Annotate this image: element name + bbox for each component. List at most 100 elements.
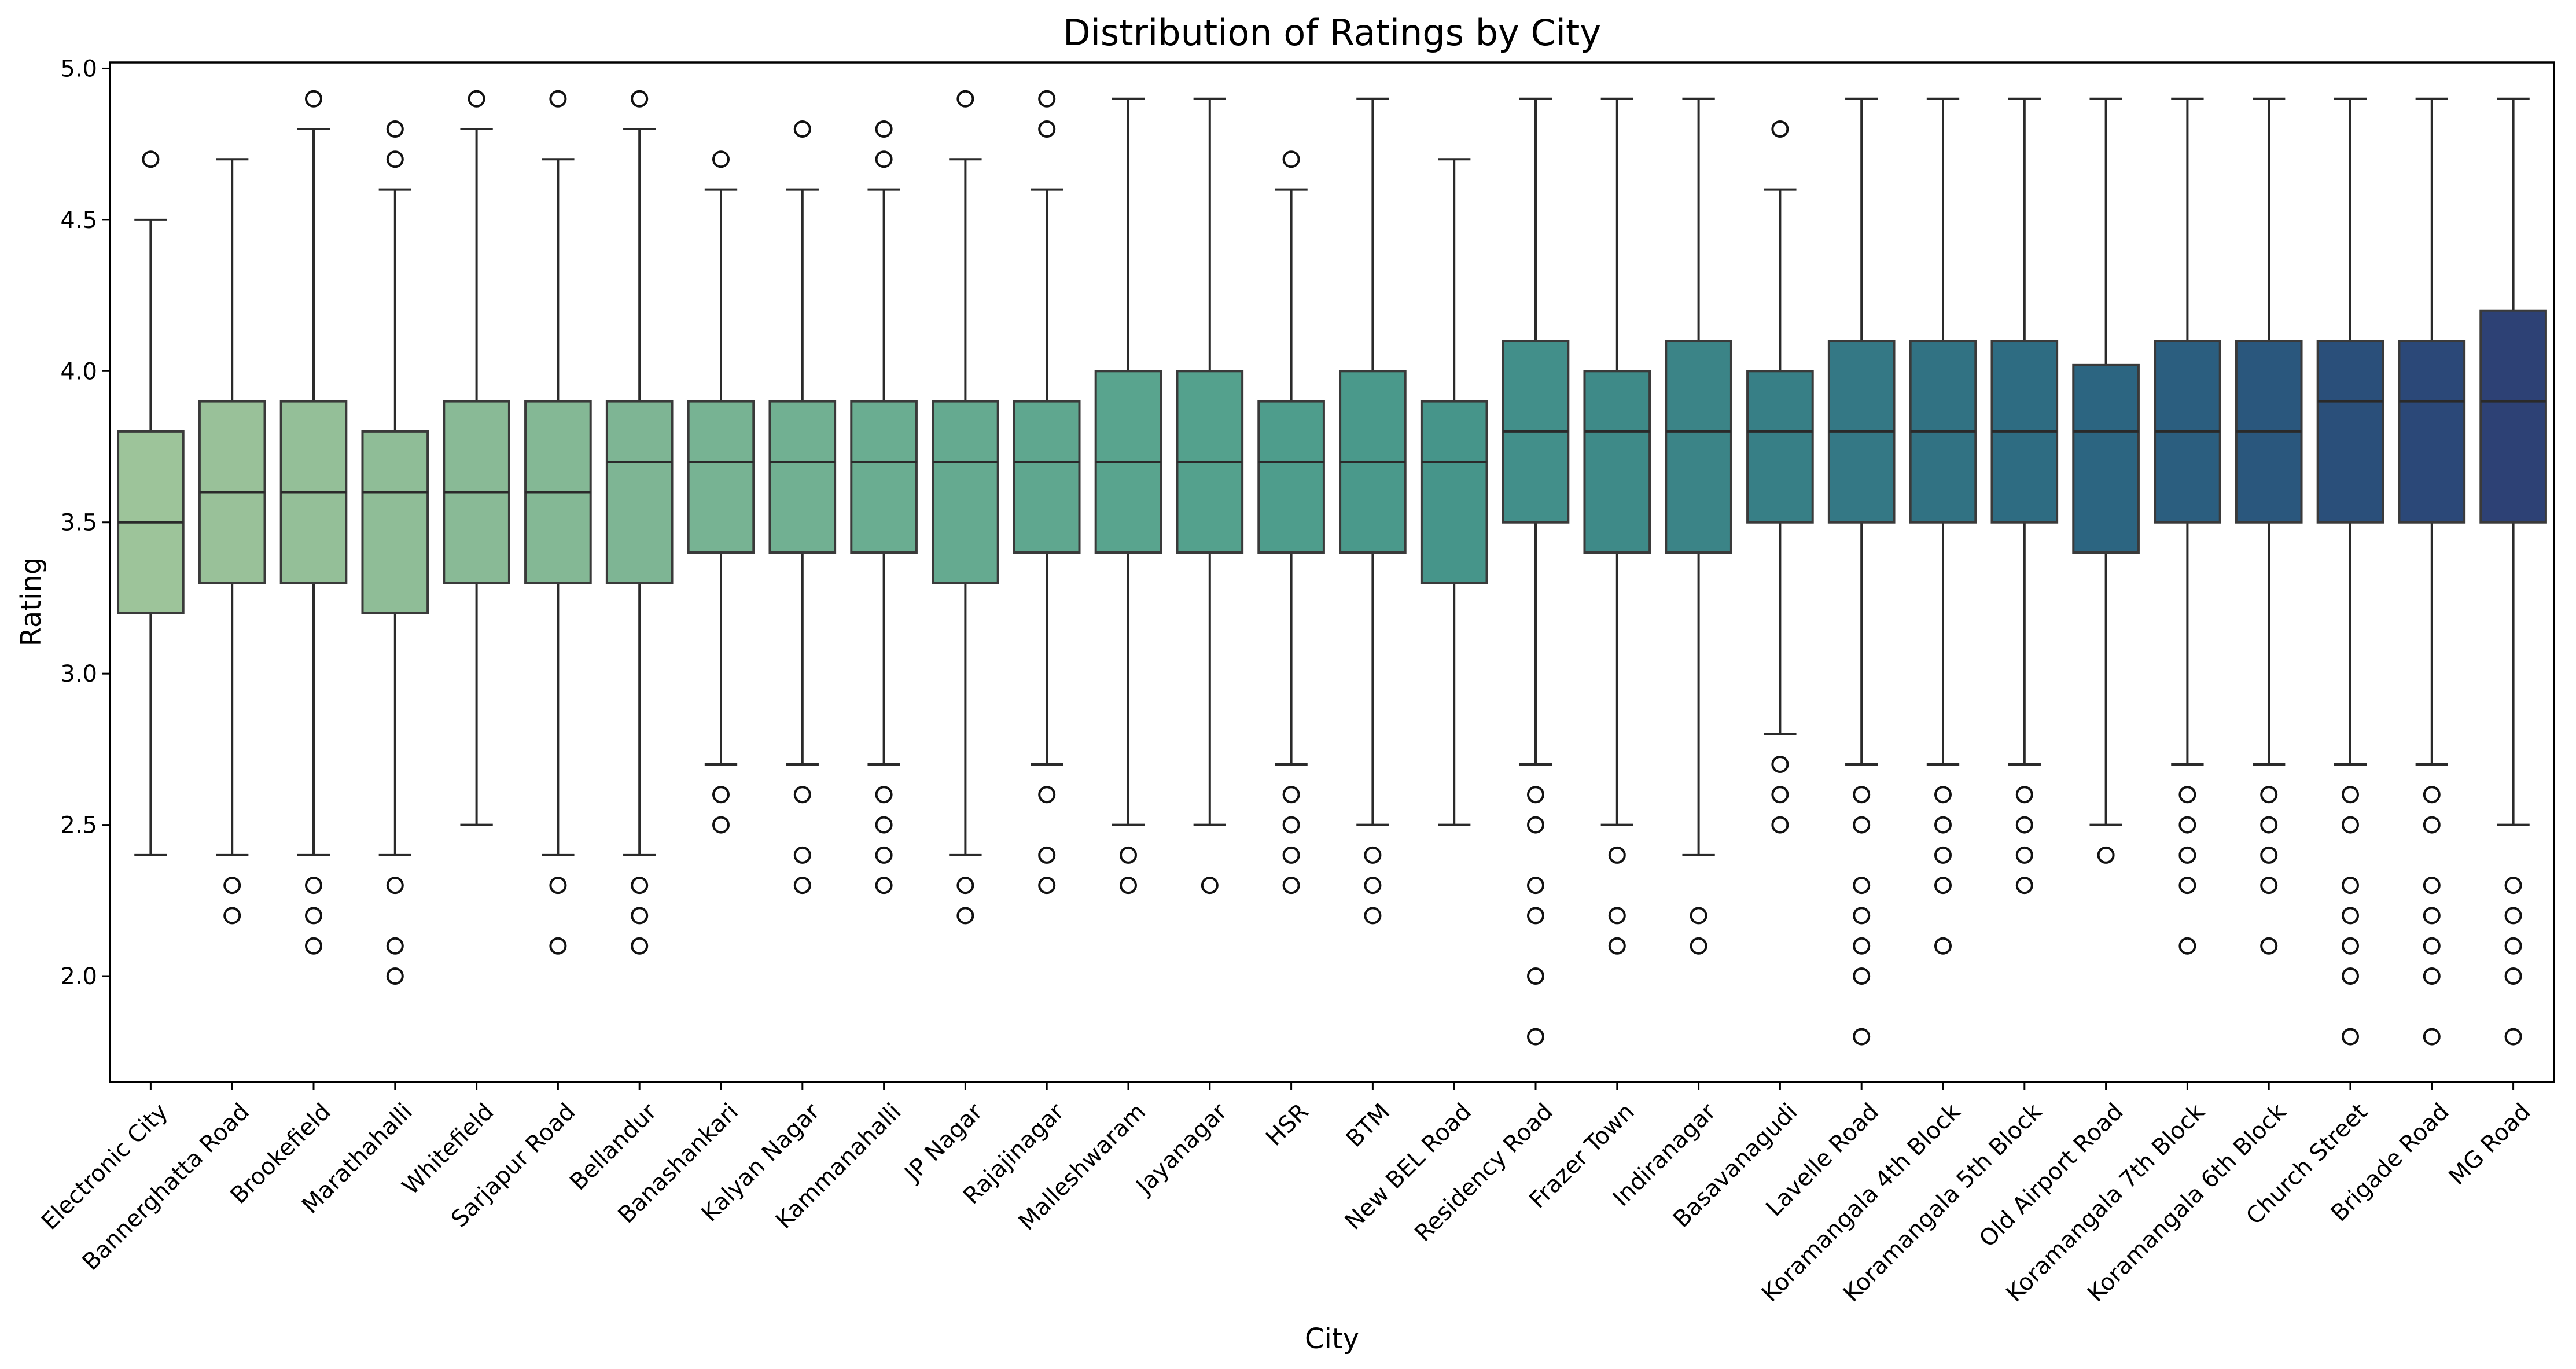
outlier-point [142, 150, 160, 168]
iqr-box [2398, 340, 2466, 524]
outlier-point [1527, 786, 1544, 804]
iqr-box [1583, 370, 1651, 554]
box-mg-road [2479, 97, 2547, 1046]
outlier-point [2423, 816, 2441, 834]
outlier-point [2504, 907, 2522, 925]
outlier-point [2423, 1028, 2441, 1046]
outlier-point [549, 90, 567, 108]
box-basavanagudi [1746, 120, 1814, 834]
outlier-point [386, 937, 404, 955]
outlier-point [2342, 937, 2359, 955]
box-bannerghatta-road [198, 158, 266, 925]
outlier-point [1038, 90, 1056, 108]
outlier-point [2423, 786, 2441, 804]
outlier-point [875, 846, 893, 864]
outlier-point [875, 120, 893, 138]
outlier-point [549, 937, 567, 955]
outlier-point [1282, 150, 1300, 168]
outlier-point [1608, 937, 1626, 955]
iqr-box [2316, 340, 2384, 524]
outlier-point [1853, 1028, 1871, 1046]
outlier-point [1527, 816, 1544, 834]
outlier-point [1120, 846, 1137, 864]
outlier-point [875, 786, 893, 804]
box-malleshwaram [1094, 97, 1162, 895]
outlier-point [1853, 907, 1871, 925]
box-new-bel-road [1420, 158, 1488, 826]
outlier-point [631, 907, 649, 925]
box-marathahalli [361, 120, 429, 985]
outlier-point [1364, 907, 1382, 925]
outlier-point [386, 967, 404, 985]
outlier-point [2504, 877, 2522, 895]
outlier-point [2015, 877, 2033, 895]
outlier-point [305, 907, 322, 925]
iqr-box [1665, 340, 1732, 554]
outlier-point [1853, 967, 1871, 985]
outlier-point [1771, 786, 1789, 804]
iqr-box [1013, 400, 1081, 554]
outlier-point [2015, 846, 2033, 864]
box-lavelle-road [1827, 97, 1896, 1046]
x-axis-label: City [1305, 1323, 1359, 1355]
outlier-point [2342, 1028, 2359, 1046]
outlier-point [1934, 816, 1952, 834]
outlier-point [2342, 816, 2359, 834]
x-tick-label: Residency Road [1410, 1098, 1558, 1246]
box-kalyan-nagar [768, 120, 837, 895]
x-tick-label: Old Airport Road [1974, 1098, 2128, 1252]
outlier-point [1853, 937, 1871, 955]
outlier-point [2260, 877, 2278, 895]
box-koramangala-5th-block [1990, 97, 2059, 895]
outlier-point [631, 90, 649, 108]
x-tick-label: HSR [1261, 1098, 1313, 1151]
outlier-point [2260, 816, 2278, 834]
box-brigade-road [2398, 97, 2466, 1046]
outlier-point [223, 877, 241, 895]
outlier-point [1608, 846, 1626, 864]
outlier-point [2342, 786, 2359, 804]
y-axis: 2.0 2.5 3.0 3.5 4.0 4.5 5.0 [60, 56, 110, 990]
outlier-point [1038, 120, 1056, 138]
chart-title: Distribution of Ratings by City [1063, 12, 1601, 54]
box-frazer-town [1583, 97, 1651, 955]
outlier-point [712, 150, 730, 168]
y-tick-label: 3.5 [60, 510, 97, 536]
iqr-box [768, 400, 837, 554]
outlier-point [956, 907, 974, 925]
outlier-point [2504, 1028, 2522, 1046]
outlier-point [875, 150, 893, 168]
box-btm [1339, 97, 1407, 925]
outlier-point [1853, 877, 1871, 895]
outlier-point [1282, 816, 1300, 834]
outlier-point [305, 90, 322, 108]
outlier-point [1282, 877, 1300, 895]
outlier-point [1771, 120, 1789, 138]
outlier-point [1853, 816, 1871, 834]
outlier-point [2504, 967, 2522, 985]
outlier-point [386, 877, 404, 895]
outlier-point [2423, 877, 2441, 895]
outlier-point [1690, 937, 1707, 955]
iqr-box [687, 400, 755, 554]
outlier-point [1934, 937, 1952, 955]
iqr-box [361, 430, 429, 614]
outlier-point [549, 877, 567, 895]
y-tick-label: 4.0 [60, 358, 97, 385]
outlier-point [875, 816, 893, 834]
outlier-point [1282, 846, 1300, 864]
y-tick-label: 3.0 [60, 661, 97, 687]
box-banashankari [687, 150, 755, 834]
outlier-point [2423, 967, 2441, 985]
outlier-point [1364, 846, 1382, 864]
outlier-point [793, 120, 811, 138]
iqr-box [605, 400, 674, 584]
box-bellandur [605, 90, 674, 955]
outlier-point [631, 937, 649, 955]
iqr-box [2479, 309, 2547, 524]
box-jp-nagar [932, 90, 999, 925]
box-electronic-city [117, 150, 185, 856]
outlier-point [2342, 877, 2359, 895]
outlier-point [2260, 846, 2278, 864]
